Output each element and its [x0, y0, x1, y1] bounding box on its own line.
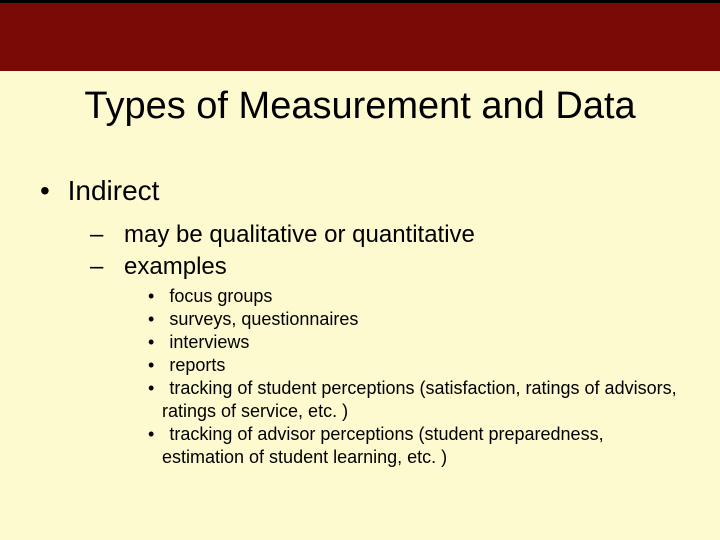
- lvl2-text-a: may be qualitative or quantitative: [124, 221, 475, 248]
- lvl3-text-c: interviews: [169, 332, 249, 352]
- bullet-lvl3: reports: [148, 354, 680, 377]
- bullet-lvl1: Indirect: [40, 175, 680, 207]
- bullet-lvl3: focus groups: [148, 285, 680, 308]
- bullet-lvl2: examples: [90, 253, 680, 281]
- bullet-lvl3: tracking of student perceptions (satisfa…: [148, 377, 680, 423]
- slide: Types of Measurement and Data Indirect m…: [0, 0, 720, 540]
- lvl3-text-e: tracking of student perceptions (satisfa…: [162, 378, 677, 421]
- lvl1-text: Indirect: [68, 175, 160, 206]
- lvl3-text-a: focus groups: [169, 286, 272, 306]
- lvl2-text-b: examples: [124, 253, 227, 280]
- lvl3-text-f: tracking of advisor perceptions (student…: [162, 424, 604, 467]
- bullet-lvl3: interviews: [148, 331, 680, 354]
- bullet-lvl2: may be qualitative or quantitative: [90, 221, 680, 249]
- slide-title: Types of Measurement and Data: [0, 85, 720, 128]
- header-bar: [0, 0, 720, 71]
- bullet-lvl3: tracking of advisor perceptions (student…: [148, 423, 680, 469]
- content-area: Indirect may be qualitative or quantitat…: [40, 175, 680, 469]
- lvl3-text-d: reports: [169, 355, 225, 375]
- lvl3-text-b: surveys, questionnaires: [169, 309, 358, 329]
- bullet-lvl3: surveys, questionnaires: [148, 308, 680, 331]
